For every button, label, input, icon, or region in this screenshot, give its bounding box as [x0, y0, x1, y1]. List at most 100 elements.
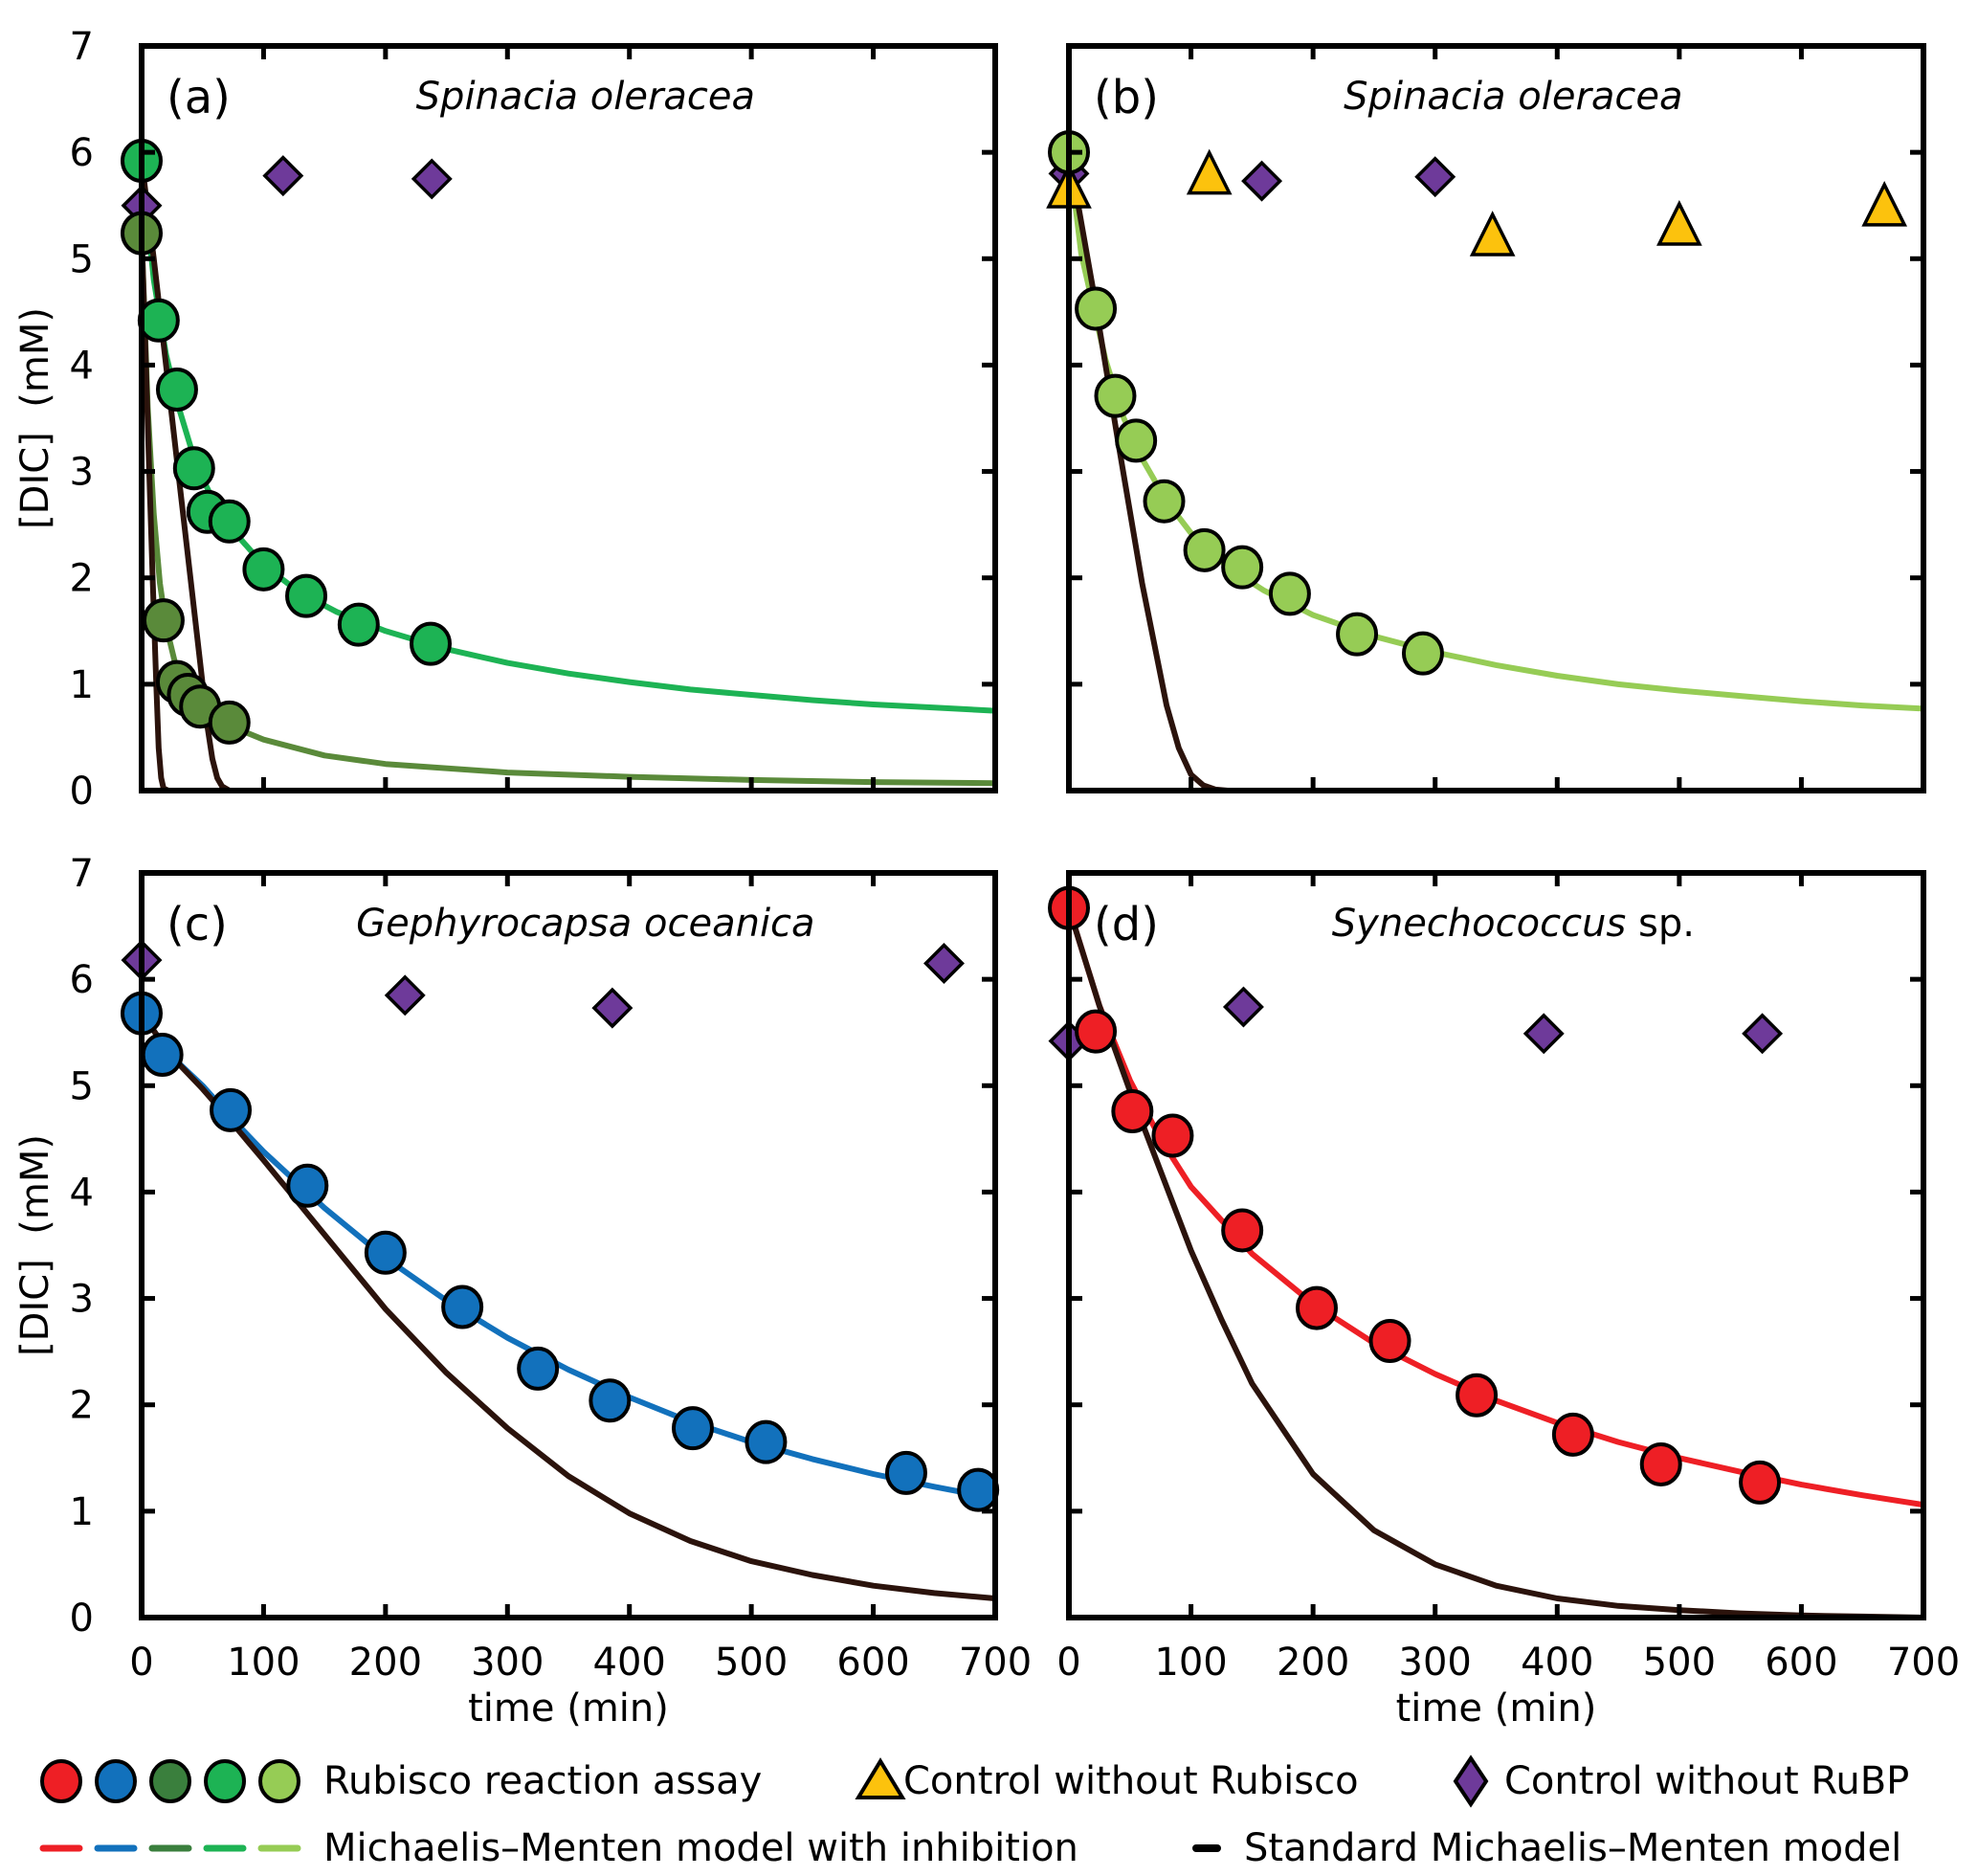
data-point-b-circle-1-8: [1336, 612, 1379, 657]
data-point-c-circle-1-7: [589, 1378, 632, 1423]
y-tick-label-a-3: 3: [70, 451, 94, 495]
panel-title-c: Gephyrocapsa oceanica: [356, 902, 814, 946]
data-point-d-circle-1-1: [1075, 1009, 1118, 1054]
data-point-a-diamond-2-2: [411, 158, 453, 200]
legend-label-mm-inhibition: Michaelis–Menten model with inhibition: [323, 1826, 1078, 1870]
data-point-c-circle-1-8: [671, 1406, 714, 1451]
x-tick-label-c-5: 500: [715, 1641, 788, 1685]
data-point-b-triangle-2-3: [1656, 200, 1702, 246]
data-point-c-circle-1-3: [286, 1163, 329, 1208]
data-point-c-diamond-0-3: [923, 942, 965, 984]
data-point-d-circle-1-8: [1551, 1412, 1594, 1457]
panel-title-b: Spinacia oleracea: [1344, 75, 1682, 119]
data-point-a-circle-0-2: [155, 367, 198, 412]
y-tick-label-a-0: 0: [70, 770, 94, 814]
data-point-a-circle-0-3: [172, 446, 215, 491]
legend-circle-swatches: [40, 1759, 300, 1803]
data-point-c-circle-1-2: [210, 1087, 253, 1132]
data-point-c-circle-1-10: [884, 1450, 927, 1495]
panel-b: (b) Spinacia oleracea: [1046, 43, 1926, 793]
legend-circle-swatch-2: [149, 1759, 191, 1803]
data-point-c-circle-1-4: [364, 1230, 407, 1275]
x-tick-label-c-1: 100: [227, 1641, 300, 1685]
data-point-c-diamond-0-1: [384, 974, 426, 1016]
data-point-b-circle-1-6: [1221, 545, 1264, 590]
plot-frame-c: [139, 870, 998, 1620]
y-axis-title-c: [DIC] (mM): [13, 1134, 57, 1356]
data-point-d-circle-1-2: [1111, 1088, 1154, 1133]
data-point-d-circle-1-5: [1295, 1285, 1338, 1330]
data-point-b-triangle-2-1: [1186, 148, 1233, 195]
plot-frame-b: [1066, 43, 1926, 793]
y-tick-label-a-1: 1: [70, 663, 94, 707]
markers-c: [121, 939, 1000, 1512]
x-axis-title-c: time (min): [468, 1686, 669, 1731]
data-point-d-diamond-0-2: [1522, 1013, 1565, 1055]
x-tick-label-c-4: 400: [593, 1641, 666, 1685]
markers-d: [1048, 885, 1784, 1505]
data-point-d-circle-1-6: [1368, 1319, 1411, 1364]
y-tick-label-c-2: 2: [70, 1384, 94, 1428]
y-tick-label-c-0: 0: [70, 1597, 94, 1641]
y-tick-label-a-2: 2: [70, 557, 94, 601]
panel-title-d: Synechococcus sp.: [1332, 902, 1695, 946]
data-point-a-circle-0-8: [337, 602, 380, 647]
x-tick-label-d-7: 700: [1887, 1641, 1960, 1685]
panel-label-b: (b): [1094, 71, 1159, 124]
data-point-d-circle-1-9: [1639, 1441, 1682, 1486]
markers-b: [1046, 130, 1908, 676]
x-tick-label-c-3: 300: [471, 1641, 544, 1685]
data-point-d-circle-1-3: [1151, 1113, 1194, 1158]
panel-c: 0 100 200 300 400 500 600 700 0 1 2 3 4 5 6 7 [DIC] (mM)…: [13, 852, 1032, 1731]
data-point-a-circle-1-1: [142, 598, 185, 643]
y-tick-label-c-5: 5: [70, 1064, 94, 1108]
data-point-a-circle-0-6: [242, 547, 285, 592]
data-point-c-circle-1-11: [957, 1467, 1000, 1512]
plot-area-c: [142, 1011, 995, 1601]
legend-label-standard-mm: Standard Michaelis–Menten model: [1244, 1826, 1901, 1870]
x-tick-label-d-1: 100: [1154, 1641, 1227, 1685]
legend-label-rubisco-assay: Rubisco reaction assay: [323, 1759, 762, 1803]
data-point-a-circle-1-5: [208, 700, 251, 745]
legend-label-control-without-rubp: Control without RuBP: [1504, 1759, 1909, 1803]
legend-triangle-icon: [855, 1757, 906, 1799]
data-point-b-diamond-0-2: [1414, 156, 1456, 198]
x-tick-label-c-7: 700: [959, 1641, 1032, 1685]
data-point-b-circle-1-2: [1094, 373, 1137, 418]
plot-area-a: [142, 160, 995, 791]
y-axis-title-a: [DIC] (mM): [13, 307, 57, 529]
data-point-a-circle-0-7: [285, 573, 328, 618]
data-point-d-diamond-0-1: [1222, 986, 1264, 1028]
panel-a: 0 1 2 3 4 5 6 7 [DIC] (mM) (a) Spinacia oleracea: [13, 25, 998, 814]
panel-label-c: (c): [167, 898, 228, 951]
plot-area-d: [1069, 906, 1923, 1618]
y-tick-label-c-4: 4: [70, 1171, 94, 1215]
y-tick-label-a-4: 4: [70, 344, 94, 388]
data-point-b-circle-1-3: [1115, 418, 1158, 463]
data-point-b-triangle-2-4: [1861, 181, 1908, 227]
series-line-a-3: [142, 162, 995, 714]
legend-circle-swatch-3: [204, 1759, 246, 1803]
series-line-b-4: [1069, 151, 1246, 791]
x-tick-label-c-0: 0: [129, 1641, 153, 1685]
data-point-c-diamond-0-2: [591, 987, 633, 1029]
y-tick-label-c-6: 6: [70, 958, 94, 1002]
data-point-b-circle-1-7: [1268, 571, 1311, 616]
data-point-d-circle-1-10: [1739, 1460, 1782, 1505]
x-tick-label-d-4: 400: [1521, 1641, 1593, 1685]
y-tick-label-a-7: 7: [70, 25, 94, 69]
data-point-b-circle-1-1: [1075, 286, 1118, 331]
x-tick-label-d-0: 0: [1056, 1641, 1080, 1685]
legend-circle-swatch-1: [95, 1759, 137, 1803]
legend-circle-swatch-0: [40, 1759, 82, 1803]
x-axis-title-d: time (min): [1396, 1686, 1597, 1731]
data-point-a-circle-0-5: [208, 499, 251, 544]
panel-d: 0 100 200 300 400 500 600 700 time (min) (d) Synec…: [1048, 870, 1960, 1731]
data-point-b-triangle-2-2: [1469, 211, 1516, 257]
series-line-c-2: [142, 1011, 995, 1502]
data-point-c-circle-1-5: [441, 1284, 484, 1329]
data-point-d-diamond-0-3: [1742, 1013, 1784, 1055]
x-tick-label-d-5: 500: [1643, 1641, 1716, 1685]
y-tick-label-c-1: 1: [70, 1490, 94, 1534]
